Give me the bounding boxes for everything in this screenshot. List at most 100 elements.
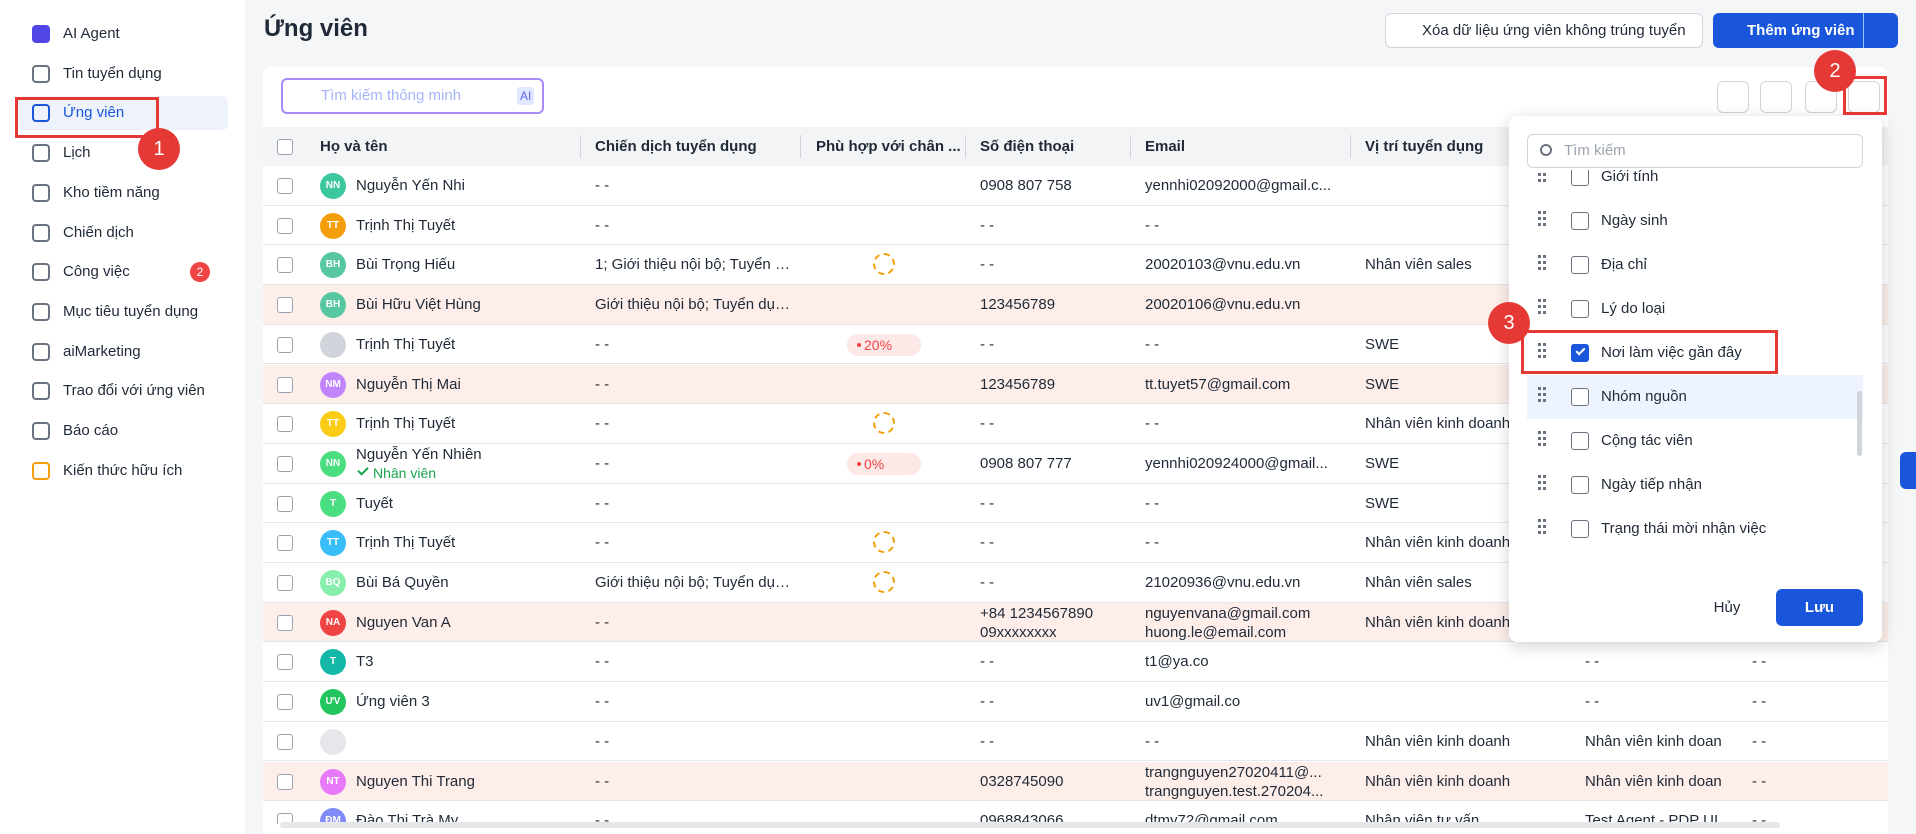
extra: - - (1752, 732, 1767, 750)
nav-item[interactable]: Kho tiềm năng (63, 183, 160, 201)
table: Họ và tên Chiến dịch tuyển dụng Phù hợp vớ… (263, 127, 1888, 824)
email: tt.tuyet57@gmail.com (1145, 375, 1291, 393)
campaign: - - (595, 693, 610, 711)
nav-item[interactable]: Chiến dịch (63, 223, 134, 241)
table-row[interactable] (263, 642, 1888, 683)
checkbox[interactable] (277, 813, 293, 824)
smart-search[interactable]: Tìm kiếm thông minh (281, 78, 544, 114)
nav-item[interactable]: Ứng viên (63, 104, 125, 122)
email: yennhi020924000@gmail... (1145, 454, 1328, 472)
checkbox[interactable] (1571, 432, 1589, 450)
checkbox[interactable] (1571, 256, 1589, 274)
nav-item[interactable]: Báo cáo (63, 422, 119, 439)
checkbox[interactable] (277, 139, 293, 155)
add-button[interactable]: Thêm ứng viên (1713, 13, 1898, 48)
column-option[interactable]: Ngày sinh (1601, 212, 1668, 229)
table-row[interactable] (263, 801, 1888, 824)
match-pill[interactable] (847, 333, 921, 356)
nav-icon (32, 25, 50, 43)
checkbox[interactable] (1571, 476, 1589, 494)
table-row[interactable] (263, 682, 1888, 722)
candidate-name: Trịnh Thị Tuyết (356, 415, 456, 433)
nav-icon (32, 144, 50, 163)
nav-item[interactable]: Kiến thức hữu ích (63, 461, 183, 479)
match-pill[interactable] (847, 452, 921, 475)
popup-search[interactable]: Tìm kiếm (1527, 134, 1863, 168)
checkbox[interactable] (277, 733, 293, 750)
toolbar-button[interactable] (1848, 81, 1880, 113)
checkbox[interactable] (277, 297, 293, 314)
campaign: - - (595, 613, 610, 631)
drag-handle (1538, 261, 1546, 264)
column-option[interactable]: Nhóm nguồn (1601, 388, 1687, 405)
checkbox[interactable] (277, 178, 293, 194)
checkbox[interactable] (1571, 344, 1589, 362)
annotation-marker: 1 (138, 128, 180, 170)
column-option[interactable]: Giới tính (1601, 170, 1659, 185)
nav-item[interactable]: Mục tiêu tuyển dụng (63, 302, 199, 320)
alert-icon (873, 253, 895, 276)
email: trangnguyen27020411@... (1145, 763, 1322, 781)
checkbox[interactable] (277, 575, 293, 591)
checkbox[interactable] (277, 416, 293, 433)
save-button[interactable]: Lưu (1776, 589, 1863, 626)
campaign: - - (595, 772, 610, 790)
table-row[interactable] (263, 761, 1888, 802)
drag-handle (1538, 255, 1546, 258)
nav-item[interactable]: Tin tuyển dụng (63, 64, 162, 82)
checkbox[interactable] (277, 257, 293, 274)
column-option[interactable]: Trạng thái mời nhận việc (1601, 520, 1767, 537)
toolbar-button[interactable] (1760, 81, 1792, 113)
checkbox[interactable] (1571, 388, 1589, 406)
nav-item[interactable]: Trao đổi với ứng viên (63, 382, 205, 400)
nav-icon (32, 422, 50, 440)
phone: 123456789 (980, 375, 1056, 393)
nav-item[interactable]: AI Agent (63, 25, 120, 42)
checkbox[interactable] (277, 535, 293, 552)
drag-handle (1538, 179, 1546, 182)
checkbox[interactable] (277, 773, 293, 790)
avatar: NT (320, 768, 346, 795)
phone: - - (980, 732, 995, 750)
column-option[interactable]: Cộng tác viên (1601, 432, 1693, 449)
cancel-button[interactable]: Hủy (1713, 599, 1741, 616)
checkbox[interactable] (277, 654, 293, 671)
drag-handle (1538, 217, 1546, 220)
candidate-name[interactable]: Nguyễn Yến Nhiên (356, 445, 482, 463)
clear-button[interactable]: Xóa dữ liệu ứng viên không trúng tuyển (1385, 13, 1703, 48)
checkbox[interactable] (277, 217, 293, 234)
nav-icon (32, 183, 50, 202)
table-row[interactable] (263, 721, 1888, 762)
column-option[interactable]: Nơi làm việc gần đây (1601, 344, 1742, 361)
checkbox[interactable] (1571, 520, 1589, 538)
nav-item[interactable]: Công việc (63, 263, 130, 281)
column-option[interactable]: Ngày tiếp nhận (1601, 476, 1702, 493)
column-header: Email (1145, 138, 1186, 155)
checkbox[interactable] (277, 614, 293, 631)
side-tab[interactable] (1900, 452, 1916, 489)
email: trangnguyen.test.270204... (1145, 782, 1324, 800)
checkbox[interactable] (277, 455, 293, 472)
checkbox[interactable] (1571, 300, 1589, 318)
avatar: BH (320, 252, 346, 279)
candidate-name: Bùi Hữu Việt Hùng (356, 296, 481, 314)
checkbox[interactable] (277, 376, 293, 393)
checkbox[interactable] (277, 495, 293, 512)
nav-item[interactable]: Lịch (63, 144, 91, 162)
candidate-name: Trịnh Thị Tuyết (356, 216, 456, 234)
extra: Nhân viên kinh doan (1585, 772, 1722, 790)
column-option[interactable]: Địa chỉ (1601, 256, 1647, 273)
candidate-name: Bùi Trọng Hiếu (356, 256, 456, 274)
email: - - (1145, 494, 1160, 512)
column-option[interactable]: Lý do loại (1601, 300, 1666, 317)
nav-icon (32, 382, 50, 401)
checkbox[interactable] (1571, 170, 1589, 186)
toolbar-button[interactable] (1717, 81, 1749, 113)
nav-item[interactable]: aiMarketing (63, 342, 141, 360)
checkbox[interactable] (277, 336, 293, 353)
candidate-name: Trịnh Thị Tuyết (356, 534, 456, 552)
checkbox[interactable] (277, 694, 293, 711)
candidate-name: Nguyễn Yến Nhi (356, 177, 465, 194)
checkbox[interactable] (1571, 212, 1589, 230)
drag-handle (1538, 437, 1546, 440)
